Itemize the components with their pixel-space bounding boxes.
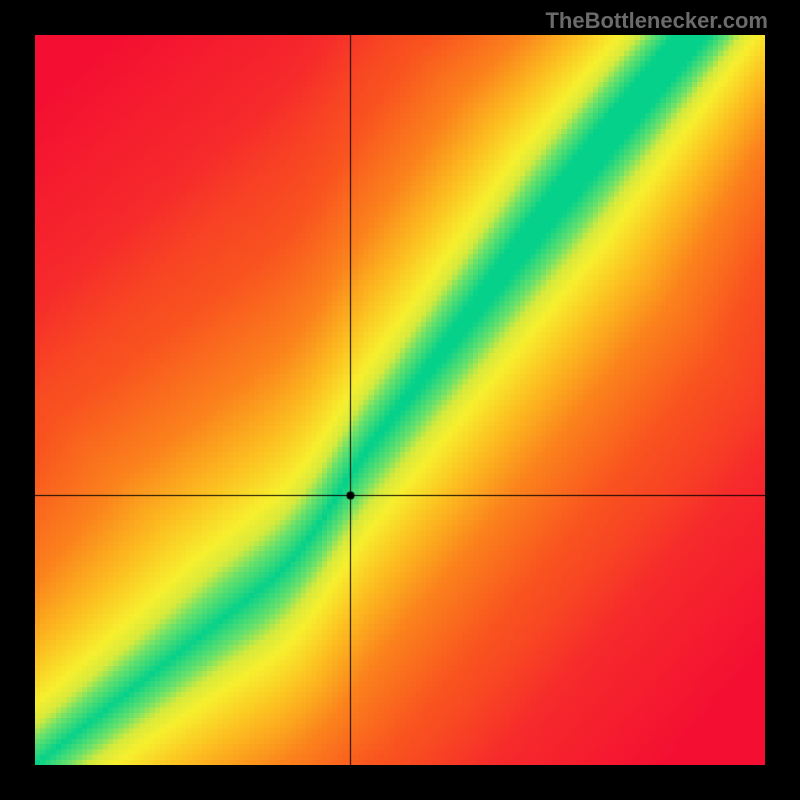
watermark-text: TheBottlenecker.com: [545, 8, 768, 34]
crosshair-overlay: [35, 35, 765, 765]
